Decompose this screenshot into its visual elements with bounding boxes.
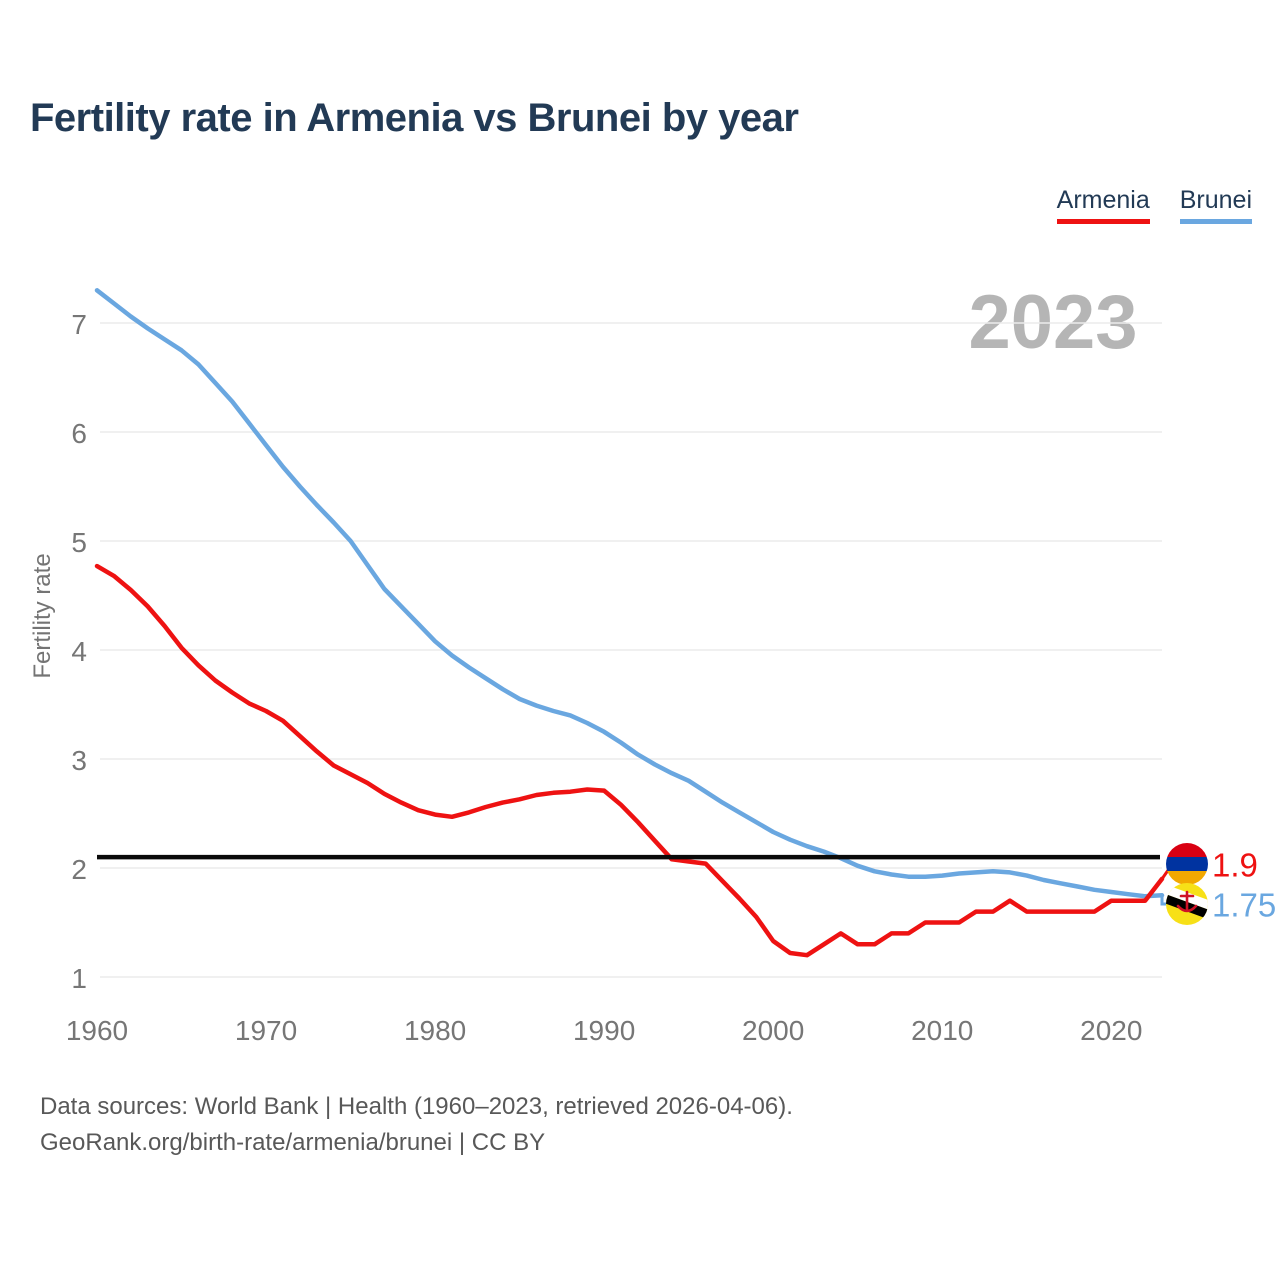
x-tick-1980: 1980	[404, 1015, 466, 1046]
brunei-flag-icon	[1166, 883, 1208, 925]
armenia-flag-icon	[1166, 843, 1208, 885]
x-tick-1990: 1990	[573, 1015, 635, 1046]
data-sources-line2: GeoRank.org/birth-rate/armenia/brunei | …	[40, 1129, 546, 1156]
y-tick-5: 5	[71, 527, 87, 558]
brunei-end-value: 1.75	[1212, 887, 1276, 924]
x-tick-2000: 2000	[742, 1015, 804, 1046]
legend: Armenia Brunei	[1056, 186, 1252, 224]
page-title: Fertility rate in Armenia vs Brunei by y…	[30, 96, 799, 140]
x-tick-1970: 1970	[235, 1015, 297, 1046]
y-tick-7: 7	[71, 309, 87, 340]
data-sources: Data sources: World Bank | Health (1960–…	[40, 1089, 793, 1161]
y-tick-3: 3	[71, 745, 87, 776]
armenia-end-value: 1.9	[1212, 847, 1258, 884]
legend-item-armenia[interactable]: Armenia	[1056, 186, 1150, 224]
y-tick-4: 4	[71, 636, 87, 667]
y-tick-1: 1	[71, 963, 87, 994]
x-tick-1960: 1960	[66, 1015, 128, 1046]
armenia-line	[94, 563, 1165, 958]
data-sources-line1: Data sources: World Bank | Health (1960–…	[40, 1093, 793, 1120]
y-tick-6: 6	[71, 418, 87, 449]
brunei-line	[94, 288, 1165, 899]
x-tick-2010: 2010	[911, 1015, 973, 1046]
x-tick-2020: 2020	[1080, 1015, 1142, 1046]
y-tick-2: 2	[71, 854, 87, 885]
legend-item-brunei[interactable]: Brunei	[1179, 186, 1252, 224]
